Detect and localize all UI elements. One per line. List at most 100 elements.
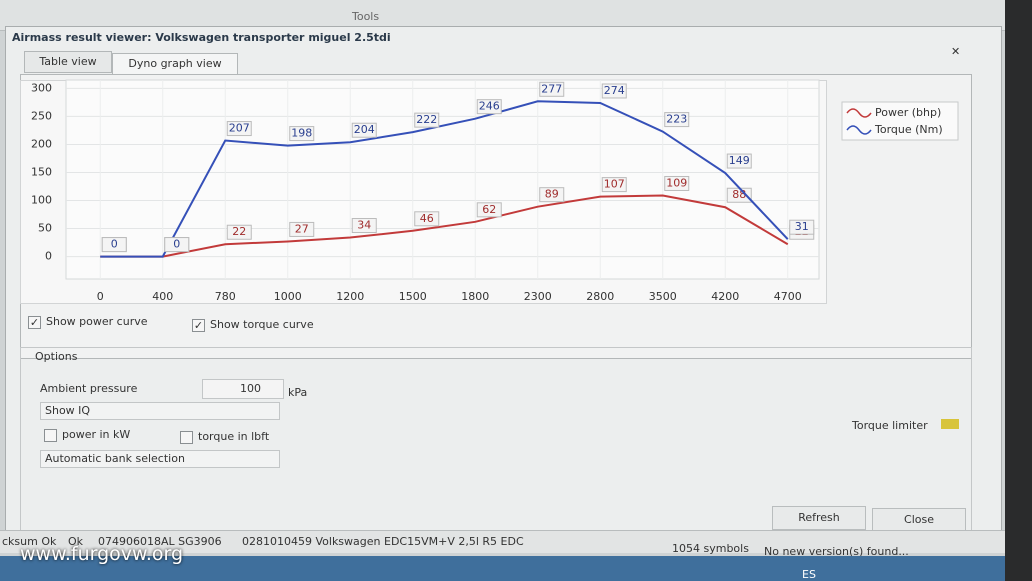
y-tick-label: 50 — [38, 222, 52, 235]
checkbox-row[interactable]: power in kW — [44, 428, 130, 442]
number-input[interactable]: 100 — [202, 379, 284, 399]
data-label: 109 — [666, 176, 687, 189]
data-label: 0 — [173, 238, 180, 251]
checkbox[interactable]: ✓ — [192, 318, 205, 332]
x-tick-label: 1000 — [274, 290, 302, 303]
tab[interactable]: Table view — [24, 51, 112, 73]
data-label: 149 — [729, 154, 750, 167]
toolbar-title: Tools — [352, 10, 380, 23]
x-tick-label: 1200 — [336, 290, 364, 303]
x-tick-label: 4700 — [774, 290, 802, 303]
data-label-box — [726, 153, 752, 169]
tab-active[interactable]: Dyno graph view — [112, 53, 238, 76]
status-item: cksum Ok — [2, 535, 57, 548]
x-tick-label: 400 — [152, 290, 173, 303]
data-label-box — [414, 211, 440, 227]
data-label-box — [539, 81, 565, 97]
status-item: 1054 symbols — [672, 542, 749, 555]
checkbox-row[interactable]: ✓ Show torque curve — [192, 318, 314, 332]
data-label: 88 — [732, 188, 746, 201]
x-tick-label: 3500 — [649, 290, 677, 303]
y-tick-label: 150 — [31, 165, 52, 178]
data-label-box — [101, 237, 127, 253]
data-label-box — [351, 122, 377, 138]
status-bar: cksum Ok Ok 074906018AL SG3906 028101045… — [0, 530, 1005, 558]
checkbox[interactable] — [44, 428, 57, 442]
data-label: 277 — [541, 82, 562, 95]
window-title: Airmass result viewer: Volkswagen transp… — [12, 31, 391, 44]
data-label: 274 — [604, 84, 625, 97]
data-label-box — [351, 218, 377, 234]
data-label: 223 — [666, 113, 687, 126]
legend-label: Power (bhp) — [875, 106, 941, 119]
legend-label: Torque (Nm) — [874, 123, 943, 136]
series-line — [100, 100, 789, 258]
status-item: No new version(s) found... — [764, 545, 909, 558]
y-tick-label: 200 — [31, 137, 52, 150]
data-label: 204 — [354, 123, 375, 136]
checkbox-label[interactable]: torque in lbft — [198, 430, 270, 443]
data-label-box — [539, 187, 565, 203]
data-label: 222 — [416, 113, 437, 126]
options-title: Options — [35, 350, 78, 363]
x-tick-label: 2800 — [586, 290, 614, 303]
x-tick-label: 0 — [97, 290, 104, 303]
language: ES — [802, 568, 816, 581]
data-label: 62 — [482, 203, 496, 216]
y-tick-label: 300 — [31, 81, 52, 94]
data-label: 22 — [232, 225, 246, 238]
status-item: 074906018AL SG3906 — [98, 535, 222, 548]
unit-label: kPa — [288, 386, 308, 399]
x-tick-label: 2300 — [524, 290, 552, 303]
data-label-box — [289, 221, 315, 237]
select[interactable]: Automatic bank selection — [40, 450, 280, 468]
chart: 0 50 100 150 200 250 300 0 400 780 1000 1200 1500 180… — [31, 79, 959, 303]
x-tick-label: 1800 — [461, 290, 489, 303]
data-label: 46 — [420, 212, 434, 225]
data-label-box — [664, 112, 690, 128]
close-icon[interactable]: ✕ — [951, 45, 961, 58]
data-label-box — [476, 99, 502, 115]
status-item: Ok — [68, 535, 84, 548]
data-label: 89 — [545, 188, 559, 201]
field-label: Ambient pressure — [40, 382, 138, 395]
checkbox[interactable]: ✓ — [28, 315, 41, 329]
checkbox-row[interactable]: torque in lbft — [180, 430, 269, 444]
data-label-box — [164, 237, 190, 253]
checkbox[interactable] — [180, 430, 193, 444]
data-label-box — [414, 112, 440, 128]
data-label-box — [476, 202, 502, 218]
data-label: 34 — [357, 219, 371, 232]
data-label: 27 — [295, 222, 309, 235]
button[interactable]: Close — [872, 508, 966, 532]
data-label: 107 — [604, 178, 625, 191]
data-label-box — [601, 83, 627, 99]
legend-swatch — [846, 108, 872, 118]
select[interactable]: Show IQ — [40, 402, 280, 420]
taskbar: ES — [0, 556, 1005, 581]
x-tick-label: 1500 — [399, 290, 427, 303]
data-label: 207 — [229, 122, 250, 135]
checkbox-row[interactable]: ✓ Show power curve — [28, 315, 148, 329]
checkbox-label[interactable]: power in kW — [62, 428, 131, 441]
x-tick-label: 4200 — [711, 290, 739, 303]
bezel — [1005, 0, 1032, 581]
data-label: 0 — [111, 238, 118, 251]
plot-area — [65, 79, 820, 280]
status-item: 0281010459 Volkswagen EDC15VM+V 2,5l R5 … — [242, 535, 524, 548]
limiter-indicator — [941, 419, 959, 429]
legend — [841, 101, 959, 141]
y-tick-label: 250 — [31, 109, 52, 122]
legend-swatch — [846, 125, 872, 135]
data-label-box — [289, 126, 315, 142]
y-tick-label: 100 — [31, 194, 52, 207]
data-label-box — [789, 219, 815, 235]
checkbox-label[interactable]: Show power curve — [46, 315, 148, 328]
button[interactable]: Refresh — [772, 506, 866, 530]
data-label-box — [664, 175, 690, 191]
limiter-label: Torque limiter — [852, 419, 928, 432]
checkbox-label[interactable]: Show torque curve — [210, 318, 314, 331]
x-tick-label: 780 — [215, 290, 236, 303]
data-label: 198 — [291, 127, 312, 140]
